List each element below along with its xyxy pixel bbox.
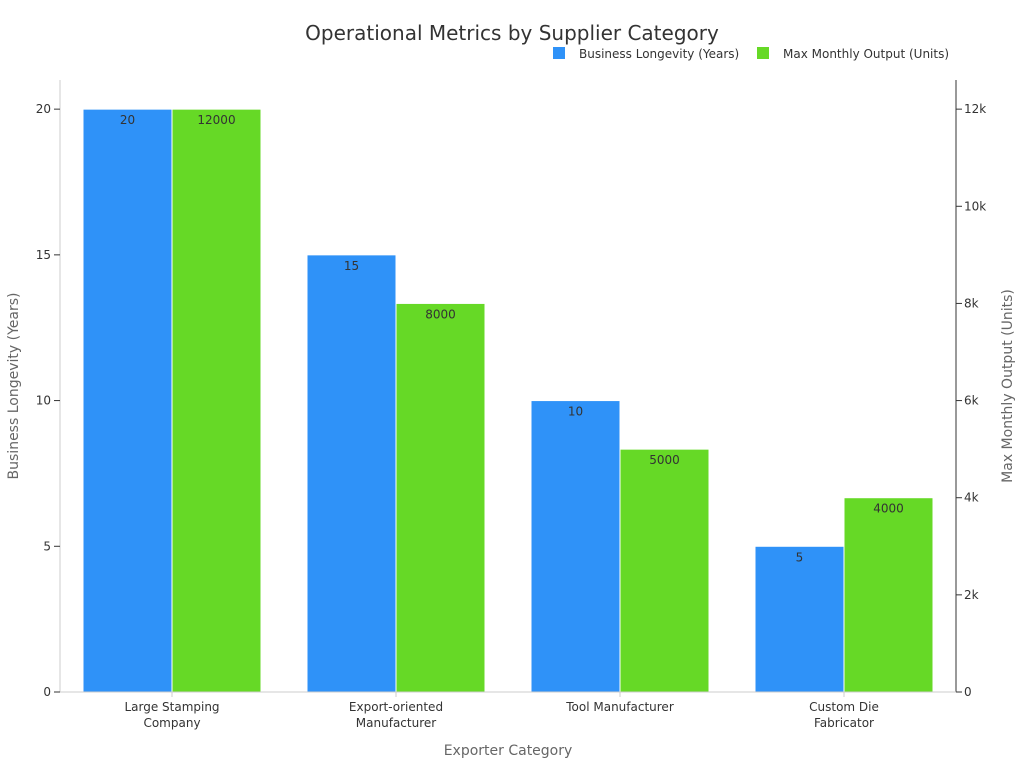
legend-swatch-longevity [553,47,565,59]
x-tick-label: Export-oriented Manufacturer [349,700,443,730]
bar-longevity-3 [754,545,845,693]
y-axis-title-right: Max Monthly Output (Units) [1000,289,1016,483]
right-axis-ticks: 0 2k 4k 6k 8k 10k 12k [956,102,986,699]
right-tick-label: 4k [964,491,979,505]
legend-swatch-output [757,47,769,59]
bar-value-label: 4000 [873,502,904,516]
x-tick-label: Custom Die Fabricator [809,700,879,730]
bar-value-label: 12000 [197,113,235,127]
legend-label-longevity: Business Longevity (Years) [579,47,739,61]
right-tick-label: 6k [964,394,979,408]
x-axis-title: Exporter Category [444,743,573,759]
bar-output-3 [843,497,934,693]
right-tick-label: 10k [964,199,986,213]
right-tick-label: 2k [964,588,979,602]
bar-output-1 [395,302,486,693]
left-tick-label: 20 [36,102,51,116]
bar-output-2 [619,448,710,693]
bar-longevity-0 [82,108,173,693]
bar-longevity-1 [306,254,397,693]
left-tick-label: 0 [43,685,51,699]
bar-labels-group: 20 12000 15 8000 10 5000 5 4000 [120,113,904,564]
x-axis-ticks: Large Stamping Company Export-oriented Manu… [124,692,879,730]
left-axis-ticks: 0 5 10 15 20 [36,102,60,699]
bar-output-0 [171,108,262,693]
legend: Business Longevity (Years) Max Monthly O… [553,47,949,61]
bar-value-label: 5 [796,550,804,564]
right-tick-label: 0 [964,685,972,699]
left-tick-label: 15 [36,248,51,262]
bar-longevity-2 [530,400,621,693]
bar-value-label: 15 [344,259,359,273]
bar-value-label: 8000 [425,307,456,321]
y-axis-title-left: Business Longevity (Years) [6,293,22,480]
right-tick-label: 12k [964,102,986,116]
bars-group [82,108,934,693]
legend-label-output: Max Monthly Output (Units) [783,47,949,61]
x-tick-label: Large Stamping Company [124,700,219,730]
chart-title: Operational Metrics by Supplier Category [305,21,719,45]
bar-value-label: 20 [120,113,135,127]
bar-value-label: 10 [568,405,583,419]
right-tick-label: 8k [964,296,979,310]
bar-value-label: 5000 [649,453,680,467]
left-tick-label: 5 [43,539,51,553]
left-tick-label: 10 [36,394,51,408]
x-tick-label: Tool Manufacturer [565,700,674,714]
